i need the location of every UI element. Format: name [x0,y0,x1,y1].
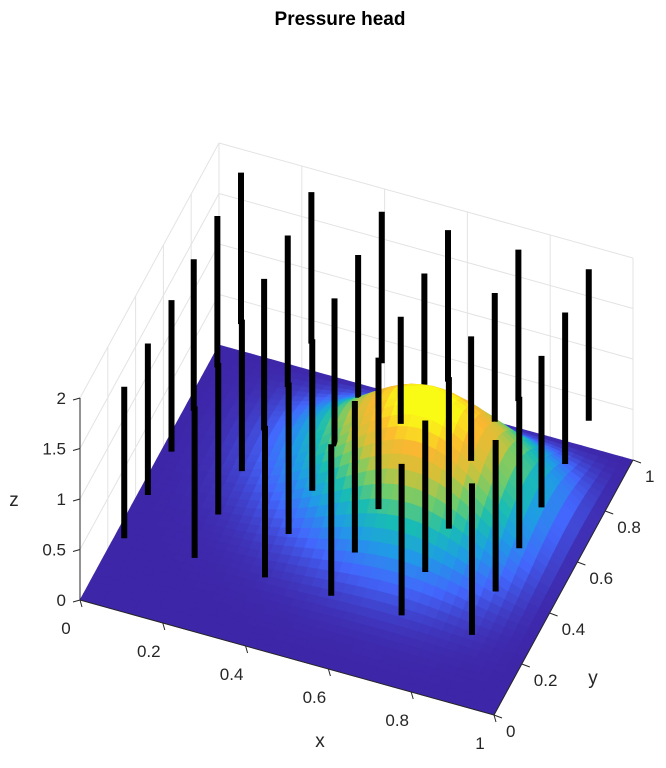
y-tick-label: 0.2 [534,671,558,690]
x-tick-label: 0.2 [137,642,161,661]
surface [79,172,634,716]
chart-title: Pressure head [275,9,406,30]
x-tick-label: 0 [61,619,70,638]
y-tick-mark [549,612,558,617]
x-tick-label: 1 [475,734,484,753]
x-tick-label: 0.6 [303,688,327,707]
z-tick-mark [72,599,81,603]
x-axis-label: x [315,731,325,752]
y-tick-label: 0.4 [562,620,586,639]
y-tick-label: 1 [645,467,654,486]
y-tick-mark [605,510,614,515]
z-tick-label: 0 [57,591,66,610]
z-tick-mark [72,498,81,502]
x-tick-label: 0.4 [220,665,244,684]
z-tick-label: 0.5 [42,541,66,560]
y-tick-mark [521,663,530,668]
x-tick-mark [79,599,83,608]
x-axis-line [79,599,495,716]
z-axis-label: z [9,490,19,511]
y-tick-label: 0.8 [617,518,641,537]
x-tick-mark [493,714,497,723]
tick-labels: 0 0.2 0.4 0.6 0.8 1 0 0.2 0.4 0.6 0.8 1 0 0.5 1 1.5 2 [42,389,654,753]
z-tick-label: 1.5 [42,440,66,459]
x-tick-label: 0.8 [385,711,409,730]
x-tick-mark [245,645,249,654]
y-tick-label: 0.6 [589,569,613,588]
z-tick-label: 1 [57,490,66,509]
z-tick-mark [72,448,81,451]
grid-line [218,193,634,309]
z-tick-label: 2 [57,389,66,408]
y-tick-mark [577,561,586,566]
x-tick-mark [327,668,331,677]
y-tick-mark [493,714,503,719]
y-axis-line [493,459,634,716]
grid-line [79,142,220,399]
y-tick-mark [632,459,642,464]
axes [72,397,642,723]
y-tick-label: 0 [506,722,515,741]
grid-line [218,142,634,259]
x-tick-mark [162,622,166,631]
grid-line [79,193,220,449]
z-tick-mark [72,549,81,552]
z-tick-mark [72,397,81,401]
x-tick-mark [410,691,414,700]
y-axis-label: y [588,668,598,689]
